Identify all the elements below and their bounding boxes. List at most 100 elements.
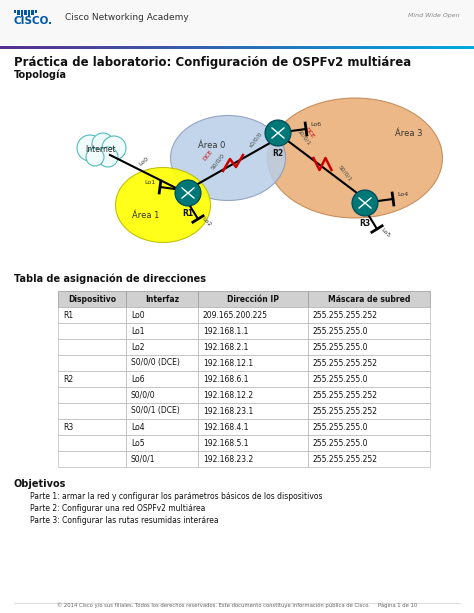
Text: R1: R1 [63, 311, 73, 319]
FancyBboxPatch shape [198, 419, 308, 435]
Text: Mind Wide Open: Mind Wide Open [409, 13, 460, 18]
Text: DCE: DCE [304, 126, 316, 139]
FancyBboxPatch shape [198, 307, 308, 323]
Text: Cisco Networking Academy: Cisco Networking Academy [65, 13, 189, 22]
Text: 192.168.23.1: 192.168.23.1 [203, 406, 253, 416]
Text: s0/0/0: s0/0/0 [248, 131, 263, 148]
FancyBboxPatch shape [198, 371, 308, 387]
FancyBboxPatch shape [31, 10, 34, 15]
Circle shape [265, 120, 291, 146]
FancyBboxPatch shape [198, 355, 308, 371]
Text: Lo5: Lo5 [131, 438, 145, 447]
Text: Lo0: Lo0 [131, 311, 145, 319]
Text: Área 1: Área 1 [132, 210, 159, 219]
FancyBboxPatch shape [14, 10, 17, 13]
Text: S0/0/0 (DCE): S0/0/0 (DCE) [131, 359, 180, 368]
FancyBboxPatch shape [198, 451, 308, 467]
Text: 255.255.255.252: 255.255.255.252 [313, 454, 378, 463]
Text: 255.255.255.0: 255.255.255.0 [313, 327, 368, 335]
Text: 192.168.12.2: 192.168.12.2 [203, 390, 253, 400]
FancyBboxPatch shape [21, 10, 24, 17]
Text: Área 0: Área 0 [198, 142, 225, 151]
FancyBboxPatch shape [58, 387, 126, 403]
Text: 255.255.255.252: 255.255.255.252 [313, 390, 378, 400]
Ellipse shape [171, 115, 285, 200]
FancyBboxPatch shape [58, 403, 126, 419]
Text: Dirección IP: Dirección IP [227, 294, 279, 303]
FancyBboxPatch shape [126, 291, 198, 307]
FancyBboxPatch shape [198, 323, 308, 339]
Text: S0/0/1: S0/0/1 [296, 128, 311, 146]
Text: 192.168.23.2: 192.168.23.2 [203, 454, 253, 463]
Text: R2: R2 [273, 149, 283, 158]
Text: 192.168.1.1: 192.168.1.1 [203, 327, 248, 335]
FancyBboxPatch shape [58, 339, 126, 355]
Circle shape [102, 136, 126, 160]
Text: Lo2: Lo2 [200, 216, 212, 228]
Text: Interfaz: Interfaz [145, 294, 179, 303]
Text: Parte 1: armar la red y configurar los parámetros básicos de los dispositivos: Parte 1: armar la red y configurar los p… [30, 492, 322, 501]
FancyBboxPatch shape [35, 10, 37, 13]
FancyBboxPatch shape [308, 339, 430, 355]
Text: CISCO.: CISCO. [14, 16, 53, 26]
Text: 192.168.12.1: 192.168.12.1 [203, 359, 253, 368]
Text: Lo2: Lo2 [131, 343, 145, 351]
FancyBboxPatch shape [0, 0, 474, 45]
Text: DCE: DCE [202, 149, 214, 162]
Text: Lo1: Lo1 [131, 327, 145, 335]
FancyBboxPatch shape [126, 323, 198, 339]
FancyBboxPatch shape [198, 339, 308, 355]
FancyBboxPatch shape [308, 387, 430, 403]
FancyBboxPatch shape [198, 387, 308, 403]
FancyBboxPatch shape [58, 451, 126, 467]
FancyBboxPatch shape [308, 451, 430, 467]
Text: 255.255.255.0: 255.255.255.0 [313, 375, 368, 384]
FancyBboxPatch shape [198, 291, 308, 307]
Text: Dispositivo: Dispositivo [68, 294, 116, 303]
Text: Práctica de laboratorio: Configuración de OSPFv2 multiárea: Práctica de laboratorio: Configuración d… [14, 56, 411, 69]
Circle shape [92, 133, 114, 155]
Text: 192.168.2.1: 192.168.2.1 [203, 343, 248, 351]
Text: 255.255.255.0: 255.255.255.0 [313, 343, 368, 351]
FancyBboxPatch shape [58, 419, 126, 435]
FancyBboxPatch shape [58, 355, 126, 371]
Text: Lo4: Lo4 [397, 192, 409, 197]
FancyBboxPatch shape [126, 435, 198, 451]
Text: R3: R3 [359, 219, 371, 228]
FancyBboxPatch shape [126, 403, 198, 419]
Text: 209.165.200.225: 209.165.200.225 [203, 311, 268, 319]
Circle shape [175, 180, 201, 206]
FancyBboxPatch shape [126, 371, 198, 387]
FancyBboxPatch shape [126, 451, 198, 467]
Text: S0/0/0: S0/0/0 [131, 390, 155, 400]
FancyBboxPatch shape [308, 371, 430, 387]
FancyBboxPatch shape [308, 403, 430, 419]
Text: Lo6: Lo6 [310, 123, 321, 128]
FancyBboxPatch shape [308, 291, 430, 307]
Text: R1: R1 [182, 209, 193, 218]
Text: S0/0/1 (DCE): S0/0/1 (DCE) [131, 406, 180, 416]
FancyBboxPatch shape [58, 435, 126, 451]
FancyBboxPatch shape [198, 403, 308, 419]
Ellipse shape [116, 167, 210, 243]
Text: Tabla de asignación de direcciones: Tabla de asignación de direcciones [14, 273, 206, 283]
FancyBboxPatch shape [198, 435, 308, 451]
Text: S0/0/1: S0/0/1 [337, 164, 353, 182]
Text: Lo4: Lo4 [131, 422, 145, 432]
Ellipse shape [267, 98, 443, 218]
Text: Lo5: Lo5 [379, 227, 391, 238]
FancyBboxPatch shape [126, 387, 198, 403]
Text: 255.255.255.0: 255.255.255.0 [313, 422, 368, 432]
Text: Lo6: Lo6 [131, 375, 145, 384]
Circle shape [77, 135, 103, 161]
Text: Parte 2: Configurar una red OSPFv2 multiárea: Parte 2: Configurar una red OSPFv2 multi… [30, 504, 205, 513]
FancyBboxPatch shape [58, 291, 126, 307]
FancyBboxPatch shape [126, 339, 198, 355]
Text: Lo0: Lo0 [138, 156, 150, 167]
Text: 255.255.255.0: 255.255.255.0 [313, 438, 368, 447]
Text: Lo1: Lo1 [145, 180, 155, 186]
Text: 255.255.255.252: 255.255.255.252 [313, 406, 378, 416]
Text: 192.168.6.1: 192.168.6.1 [203, 375, 248, 384]
FancyBboxPatch shape [58, 371, 126, 387]
FancyBboxPatch shape [308, 323, 430, 339]
